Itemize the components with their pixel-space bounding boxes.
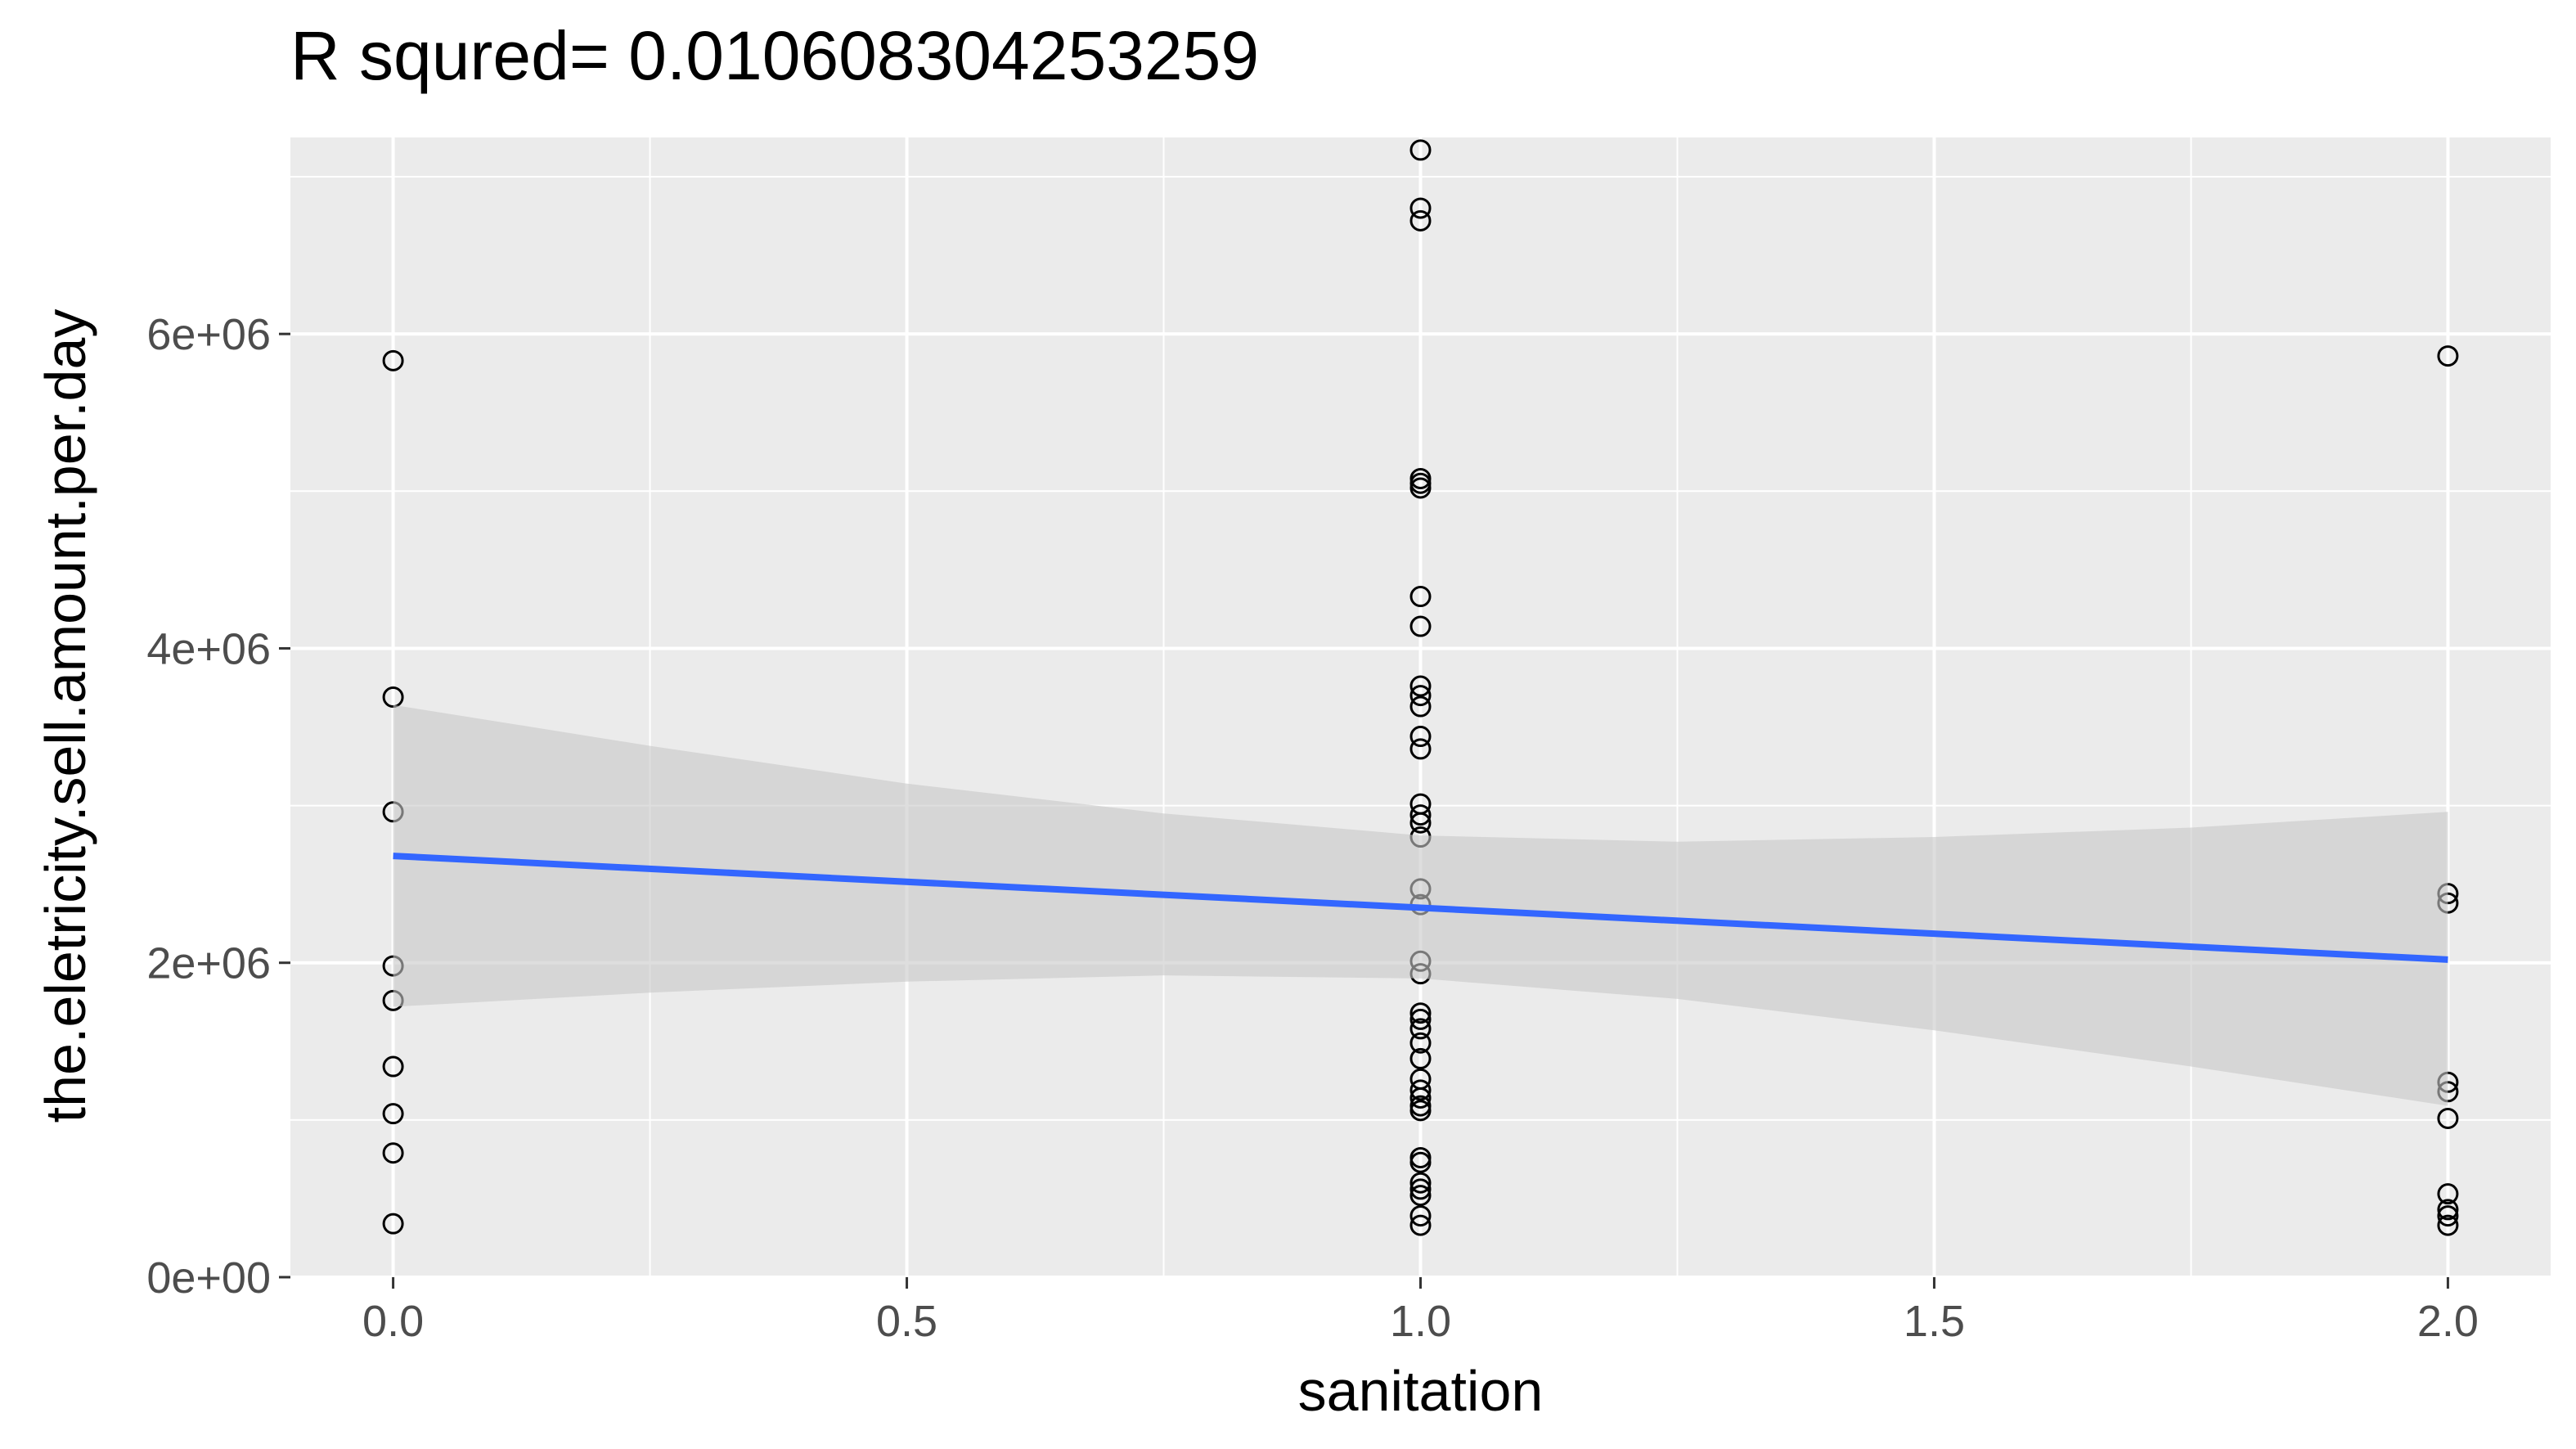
data-point (1409, 197, 1432, 219)
y-tick-label: 4e+06 (146, 624, 271, 673)
data-point (382, 349, 404, 371)
data-point (1409, 726, 1432, 748)
data-point (1409, 804, 1432, 826)
y-tick-label: 6e+06 (146, 310, 271, 359)
chart-title: R squred= 0.010608304253259 (290, 17, 1260, 94)
data-point (1409, 1178, 1432, 1200)
data-point (1409, 1214, 1432, 1236)
data-point (1409, 1032, 1432, 1054)
data-point (1409, 1087, 1432, 1109)
data-point (1409, 209, 1432, 232)
x-tick-label: 0.0 (362, 1297, 424, 1346)
data-point (2437, 1107, 2459, 1129)
data-point (2437, 1199, 2459, 1221)
data-point (1409, 812, 1432, 834)
data-point (2437, 1205, 2459, 1227)
data-point (1409, 695, 1432, 718)
data-point (382, 1055, 404, 1078)
data-point (1409, 738, 1432, 760)
data-point (382, 1213, 404, 1235)
data-point (2437, 1183, 2459, 1205)
regression-line (393, 853, 2448, 963)
data-point (1409, 477, 1432, 499)
data-point (1409, 675, 1432, 697)
x-tick-label: 1.5 (1904, 1297, 1965, 1346)
x-axis-label: sanitation (1297, 1359, 1544, 1423)
data-point (382, 1142, 404, 1164)
data-point (1409, 1205, 1432, 1227)
y-tick-label: 0e+00 (146, 1253, 271, 1303)
data-point (1409, 1185, 1432, 1207)
data-point (1409, 615, 1432, 637)
x-tick-label: 2.0 (2417, 1297, 2479, 1346)
data-point (1409, 1008, 1432, 1030)
x-tick-label: 0.5 (876, 1297, 937, 1346)
data-point (382, 1103, 404, 1125)
data-point (382, 686, 404, 709)
data-point (1409, 586, 1432, 608)
data-point (1409, 1002, 1432, 1024)
y-tick-label: 2e+06 (146, 939, 271, 988)
data-point (2437, 345, 2459, 367)
data-point (1409, 1151, 1432, 1173)
data-point (1409, 1172, 1432, 1194)
y-axis-label: the.eletricity.sell.amount.per.day (34, 308, 97, 1123)
data-point (1409, 1079, 1432, 1101)
data-point (1409, 1100, 1432, 1122)
data-point (1409, 685, 1432, 707)
data-point (1409, 1047, 1432, 1069)
data-point (1409, 139, 1432, 161)
data-point (2437, 1214, 2459, 1236)
x-tick-label: 1.0 (1390, 1297, 1451, 1346)
data-point (1409, 1018, 1432, 1040)
